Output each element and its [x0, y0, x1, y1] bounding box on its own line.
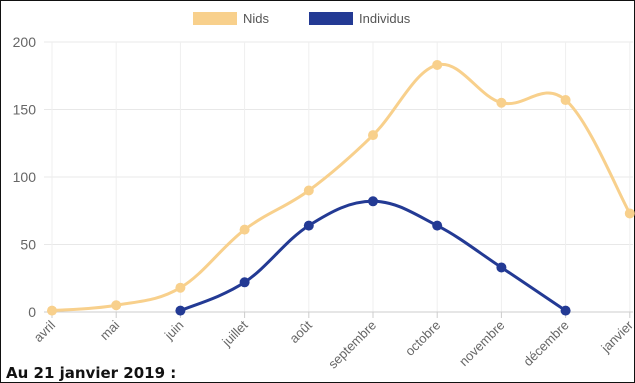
data-point	[496, 262, 507, 273]
data-point	[432, 59, 443, 70]
y-tick-label: 150	[13, 102, 37, 118]
y-tick-label: 50	[20, 237, 36, 253]
legend-label: Nids	[243, 11, 270, 26]
data-point	[303, 185, 314, 196]
x-tick-label: avril	[31, 317, 59, 345]
x-tick-label: octobre	[402, 318, 443, 359]
x-tick-label: juin	[161, 318, 187, 344]
data-point	[624, 208, 635, 219]
legend-swatch	[193, 12, 237, 25]
data-point	[560, 305, 571, 316]
x-tick-label: août	[286, 317, 315, 346]
x-tick-label: septembre	[325, 318, 379, 372]
data-point	[368, 196, 378, 207]
y-tick-label: 0	[28, 304, 36, 320]
data-point	[368, 130, 378, 141]
y-tick-label: 100	[13, 169, 37, 185]
data-point	[175, 282, 186, 293]
series-line-nids	[51, 62, 632, 313]
legend-label: Individus	[359, 11, 411, 26]
x-tick-label: janvier	[598, 317, 635, 356]
data-point	[47, 305, 57, 316]
data-point	[111, 300, 122, 311]
data-point	[239, 224, 250, 235]
chart-caption: Au 21 janvier 2019 :	[6, 364, 177, 382]
legend-swatch	[309, 12, 353, 25]
data-point	[175, 305, 186, 316]
x-tick-label: mai	[97, 317, 122, 342]
x-tick-label: juillet	[218, 317, 251, 350]
x-tick-label: décembre	[520, 318, 571, 369]
data-point	[432, 220, 443, 231]
data-point	[303, 220, 314, 231]
x-tick-label: novembre	[456, 318, 507, 369]
y-tick-label: 200	[13, 34, 37, 50]
data-point	[496, 97, 507, 108]
data-point	[239, 277, 250, 288]
data-point	[560, 95, 571, 106]
